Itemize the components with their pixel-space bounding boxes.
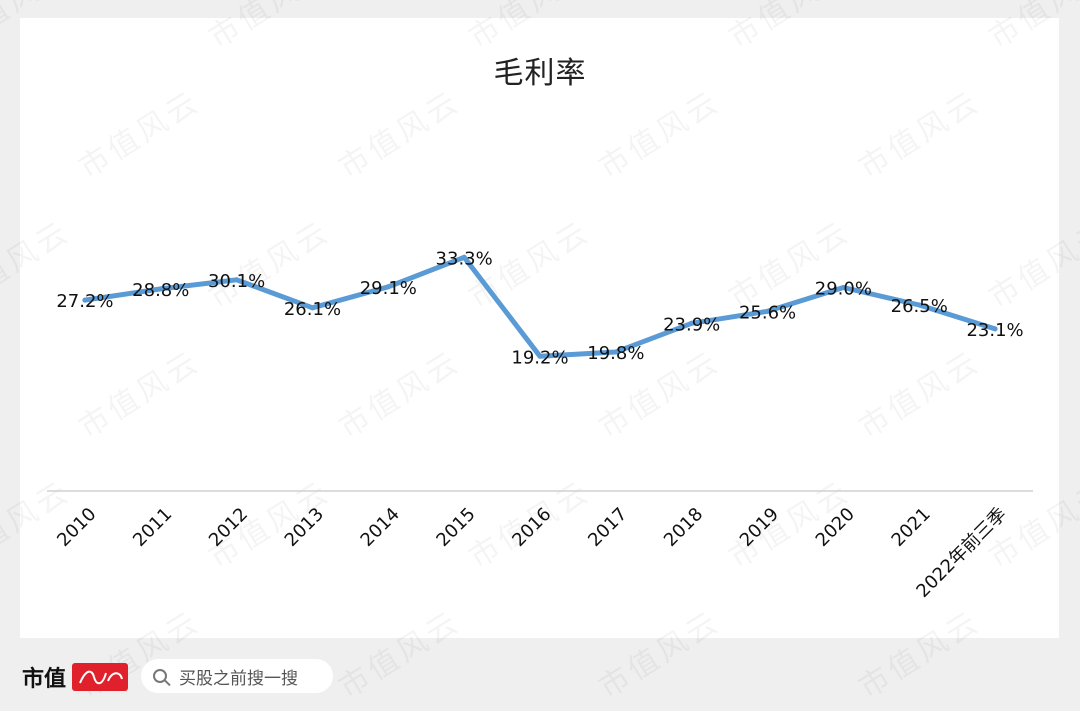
x-tick-label: 2016: [508, 504, 555, 551]
x-tick-label: 2014: [357, 504, 404, 551]
data-point: [689, 320, 695, 326]
search-placeholder: 买股之前搜一搜: [179, 668, 298, 689]
x-tick-label: 2011: [129, 504, 176, 551]
data-label: 26.1%: [284, 299, 341, 320]
data-point: [158, 286, 164, 292]
data-point: [309, 305, 315, 311]
data-point: [385, 284, 391, 290]
x-tick-label: 2020: [812, 504, 859, 551]
data-point: [992, 326, 998, 332]
data-label: 23.1%: [966, 320, 1023, 341]
brand-text: 市值: [22, 666, 67, 692]
chart-title: 毛利率: [493, 56, 587, 91]
data-point: [461, 254, 467, 260]
x-tick-label: 2015: [432, 504, 479, 551]
search-icon: [153, 669, 167, 683]
search-bar[interactable]: 买股之前搜一搜: [141, 659, 333, 693]
data-label: 19.2%: [511, 347, 568, 368]
data-label: 26.5%: [891, 296, 948, 317]
data-label: 25.6%: [739, 302, 796, 323]
data-label: 27.2%: [56, 291, 113, 312]
x-tick-label: 2013: [281, 504, 328, 551]
data-point: [234, 277, 240, 283]
brand-seal-icon: [72, 663, 129, 691]
x-tick-label: 2019: [736, 504, 783, 551]
brand-logo: 市值: [22, 660, 129, 694]
data-point: [840, 284, 846, 290]
data-point: [537, 353, 543, 359]
x-tick-label: 2010: [53, 504, 100, 551]
x-tick-label: 2012: [205, 504, 252, 551]
data-point: [613, 349, 619, 355]
data-point: [82, 297, 88, 303]
data-label: 23.9%: [663, 314, 720, 335]
x-tick-label: 2021: [888, 504, 935, 551]
data-label: 28.8%: [132, 280, 189, 301]
data-label: 29.1%: [360, 278, 417, 299]
data-point: [765, 308, 771, 314]
data-point: [916, 302, 922, 308]
data-label: 19.8%: [587, 343, 644, 364]
data-label: 33.3%: [436, 248, 493, 269]
x-tick-label: 2018: [660, 504, 707, 551]
x-tick-label: 2017: [584, 504, 631, 551]
chart-card: [20, 18, 1059, 638]
data-label: 29.0%: [815, 278, 872, 299]
data-label: 30.1%: [208, 271, 265, 292]
